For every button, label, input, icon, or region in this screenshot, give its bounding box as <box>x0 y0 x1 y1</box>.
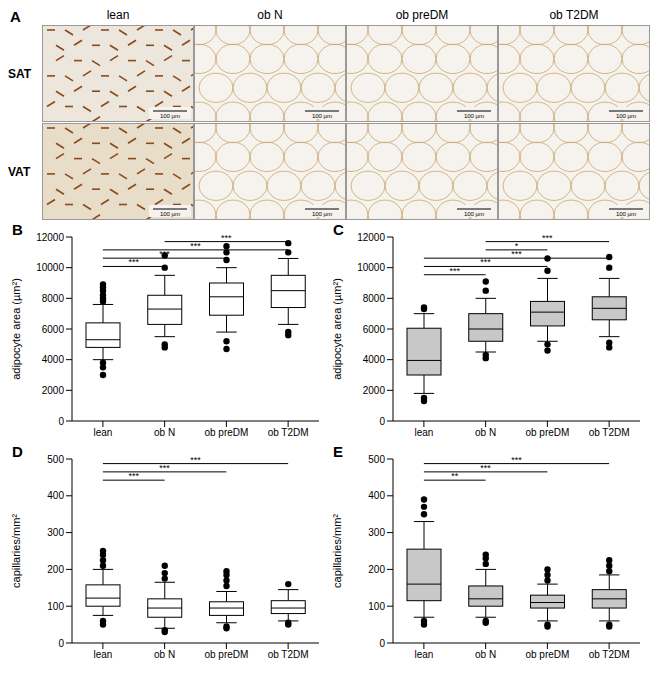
html-text:C: C <box>333 221 344 238</box>
svg-text:adipocyte area (µm²): adipocyte area (µm²) <box>10 278 22 380</box>
svg-text:***: *** <box>221 233 232 243</box>
html-text:ob T2DM: ob T2DM <box>549 8 599 22</box>
svg-text:***: *** <box>128 471 139 481</box>
html-text:VAT: VAT <box>8 164 31 179</box>
svg-text:300: 300 <box>368 527 385 538</box>
svg-text:100 µm: 100 µm <box>616 113 636 119</box>
svg-text:0: 0 <box>379 638 385 649</box>
svg-text:2000: 2000 <box>363 385 386 396</box>
svg-text:8000: 8000 <box>42 293 65 304</box>
html-text:lean: lean <box>106 8 130 22</box>
svg-text:12000: 12000 <box>36 232 64 243</box>
svg-text:***: *** <box>480 463 491 473</box>
svg-text:100 µm: 100 µm <box>464 113 484 119</box>
svg-text:ob T2DM: ob T2DM <box>589 649 630 660</box>
svg-text:400: 400 <box>368 490 385 501</box>
svg-text:***: *** <box>190 241 201 251</box>
svg-text:**: ** <box>451 471 459 481</box>
svg-text:100: 100 <box>368 601 385 612</box>
svg-text:ob preDM: ob preDM <box>204 427 248 438</box>
svg-text:6000: 6000 <box>363 324 386 335</box>
svg-text:4000: 4000 <box>42 354 65 365</box>
svg-text:12000: 12000 <box>357 232 385 243</box>
svg-text:capillaries/mm²: capillaries/mm² <box>331 514 343 588</box>
svg-text:8000: 8000 <box>363 293 386 304</box>
svg-text:200: 200 <box>368 564 385 575</box>
svg-text:***: *** <box>190 455 201 465</box>
svg-text:0: 0 <box>58 416 64 427</box>
svg-text:6000: 6000 <box>42 324 65 335</box>
svg-text:100 µm: 100 µm <box>160 211 180 217</box>
svg-text:200: 200 <box>47 564 64 575</box>
svg-text:100 µm: 100 µm <box>160 113 180 119</box>
svg-text:capillaries/mm²: capillaries/mm² <box>10 514 22 588</box>
svg-text:***: *** <box>449 266 460 276</box>
svg-text:100 µm: 100 µm <box>464 211 484 217</box>
html-text:D: D <box>12 443 23 460</box>
svg-text:adipocyte area (µm²): adipocyte area (µm²) <box>331 278 343 380</box>
svg-text:500: 500 <box>47 454 64 465</box>
svg-text:ob preDM: ob preDM <box>525 427 569 438</box>
svg-text:0: 0 <box>58 638 64 649</box>
svg-text:ob preDM: ob preDM <box>204 649 248 660</box>
html-text:E: E <box>333 443 343 460</box>
svg-text:***: *** <box>542 233 553 243</box>
svg-text:100 µm: 100 µm <box>312 113 332 119</box>
svg-text:500: 500 <box>368 454 385 465</box>
svg-text:0: 0 <box>379 416 385 427</box>
svg-text:ob N: ob N <box>475 649 496 660</box>
svg-text:***: *** <box>128 257 139 267</box>
svg-text:100: 100 <box>47 601 64 612</box>
svg-text:***: *** <box>511 455 522 465</box>
svg-text:ob T2DM: ob T2DM <box>268 649 309 660</box>
svg-text:ob T2DM: ob T2DM <box>589 427 630 438</box>
svg-text:***: *** <box>159 249 170 259</box>
svg-text:ob N: ob N <box>154 427 175 438</box>
html-text:B: B <box>12 221 23 238</box>
html-text:ob preDM: ob preDM <box>395 8 449 22</box>
svg-text:100 µm: 100 µm <box>616 211 636 217</box>
svg-text:lean: lean <box>93 649 112 660</box>
svg-text:300: 300 <box>47 527 64 538</box>
svg-text:lean: lean <box>414 649 433 660</box>
svg-text:***: *** <box>159 463 170 473</box>
html-text:ob N: ob N <box>257 8 283 22</box>
svg-text:lean: lean <box>93 427 112 438</box>
svg-text:100 µm: 100 µm <box>312 211 332 217</box>
svg-text:ob preDM: ob preDM <box>525 649 569 660</box>
svg-text:***: *** <box>511 249 522 259</box>
svg-text:2000: 2000 <box>42 385 65 396</box>
svg-text:ob N: ob N <box>475 427 496 438</box>
svg-text:lean: lean <box>414 427 433 438</box>
svg-text:4000: 4000 <box>363 354 386 365</box>
svg-text:10000: 10000 <box>357 262 385 273</box>
html-text:SAT: SAT <box>8 66 32 81</box>
svg-text:10000: 10000 <box>36 262 64 273</box>
svg-text:400: 400 <box>47 490 64 501</box>
svg-text:***: *** <box>480 257 491 267</box>
svg-text:ob T2DM: ob T2DM <box>268 427 309 438</box>
html-text:A: A <box>10 8 21 25</box>
svg-text:ob N: ob N <box>154 649 175 660</box>
